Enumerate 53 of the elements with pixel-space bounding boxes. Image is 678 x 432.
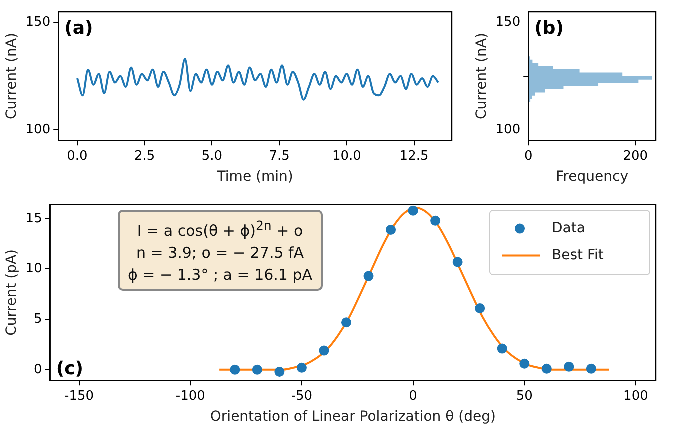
line-series: [76, 58, 440, 101]
point: [364, 271, 374, 282]
x-axis-title: Frequency: [556, 169, 628, 186]
point: [386, 224, 396, 235]
y-axis-title: Current (nA): [4, 33, 20, 120]
point: [452, 257, 463, 268]
annotation: I = a cos(θ + ϕ)$^{2n}$ + o: [136, 217, 304, 242]
x-tick-label: 100: [624, 388, 648, 404]
point: [274, 366, 285, 377]
point: [564, 362, 574, 372]
x-tick-label: 0: [409, 388, 418, 404]
x-tick-label: 2.5: [134, 148, 156, 164]
annotation: ϕ = − 1.3° ; a = 16.1 pA: [128, 265, 313, 286]
x-tick-label: 7.5: [269, 148, 290, 164]
x-tick-label: 200: [623, 148, 648, 164]
x-tick-label: 10.0: [332, 148, 362, 164]
x-axis-title: Orientation of Linear Polarization θ (deg): [210, 409, 496, 426]
point: [230, 364, 240, 375]
x-tick-label: 0: [524, 148, 533, 164]
point: [408, 206, 418, 216]
x-tick-label: 50: [516, 388, 533, 404]
point: [319, 346, 330, 356]
y-tick-label: 100: [26, 122, 51, 138]
x-tick-label: 5.0: [202, 148, 223, 164]
point: [430, 216, 441, 226]
legend-label: Data: [552, 220, 586, 236]
annotation: (c): [56, 358, 84, 380]
point: [520, 358, 530, 369]
point: [296, 362, 307, 373]
annotation: n = 3.9; o = − 27.5 fA: [135, 243, 306, 264]
legend-label: Best Fit: [552, 247, 604, 264]
y-axis-title: Current (pA): [4, 249, 20, 336]
y-tick-label: 150: [496, 15, 521, 30]
x-tick-label: 12.5: [400, 148, 429, 164]
point: [341, 318, 352, 328]
y-tick-label: 5: [34, 312, 42, 327]
x-axis-title: Time (min): [216, 169, 294, 186]
x-tick-label: -100: [176, 388, 206, 404]
x-tick-label: -50: [291, 388, 313, 404]
point: [497, 344, 508, 354]
y-tick-label: 0: [34, 362, 42, 378]
y-tick-label: 15: [26, 211, 42, 226]
x-tick-label: 0.0: [67, 148, 88, 164]
point: [475, 304, 486, 314]
y-axis-title: Current (nA): [474, 33, 490, 120]
annotation: (b): [534, 18, 564, 39]
point: [542, 364, 552, 374]
y-tick-label: 150: [26, 15, 51, 30]
point: [586, 364, 596, 374]
y-tick-label: 10: [26, 262, 42, 277]
annotation: (a): [64, 18, 94, 39]
x-tick-label: -150: [64, 388, 94, 404]
point: [252, 364, 262, 375]
